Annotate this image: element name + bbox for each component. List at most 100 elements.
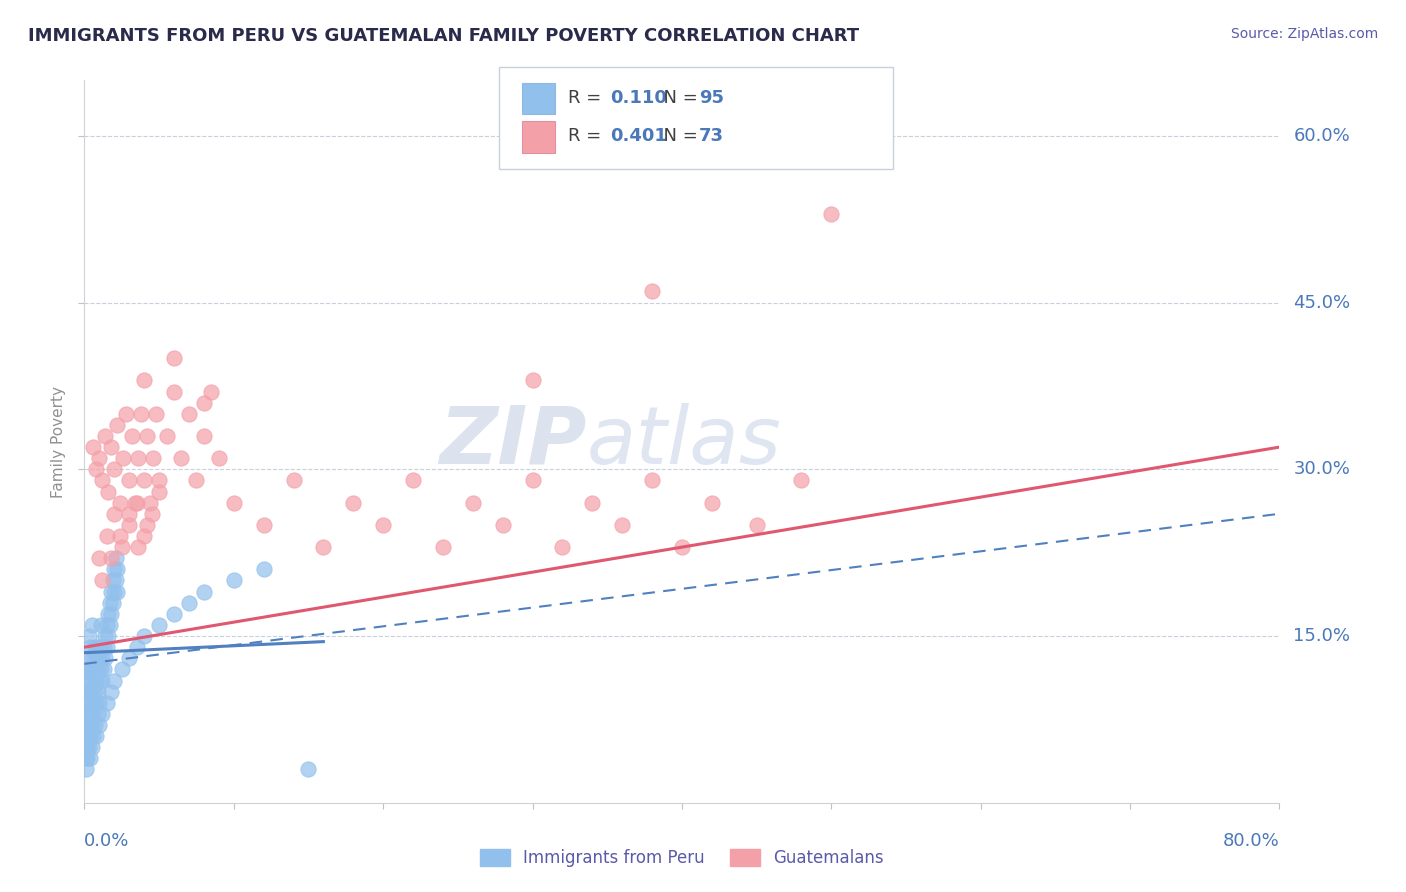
Point	[82, 440, 104, 454]
Point	[581, 496, 603, 510]
Point	[103, 507, 125, 521]
Point	[83, 684, 105, 698]
Point	[118, 651, 141, 665]
Point	[163, 607, 186, 621]
Point	[79, 718, 101, 732]
Point	[105, 584, 128, 599]
Point	[96, 618, 118, 632]
Point	[97, 484, 120, 499]
Point	[87, 684, 110, 698]
Point	[342, 496, 364, 510]
Point	[522, 474, 544, 488]
Point	[115, 407, 138, 421]
Text: atlas: atlas	[586, 402, 782, 481]
Point	[111, 662, 134, 676]
Point	[402, 474, 425, 488]
Point	[312, 540, 335, 554]
Point	[141, 507, 163, 521]
Point	[89, 696, 111, 710]
Text: 0.401: 0.401	[610, 128, 666, 145]
Point	[200, 384, 222, 399]
Point	[94, 629, 117, 643]
Point	[283, 474, 305, 488]
Point	[76, 673, 98, 688]
Text: 15.0%: 15.0%	[1294, 627, 1350, 645]
Point	[80, 740, 103, 755]
Point	[118, 507, 141, 521]
Y-axis label: Family Poverty: Family Poverty	[51, 385, 66, 498]
Point	[551, 540, 574, 554]
Point	[90, 640, 112, 655]
Point	[132, 373, 156, 387]
Point	[142, 451, 165, 466]
Text: N =: N =	[652, 89, 704, 107]
Point	[132, 529, 156, 543]
Point	[492, 517, 515, 532]
Point	[103, 562, 125, 576]
Point	[76, 696, 98, 710]
Point	[522, 373, 544, 387]
Point	[79, 673, 101, 688]
Point	[671, 540, 693, 554]
Point	[208, 451, 231, 466]
Point	[89, 451, 111, 466]
Point	[612, 517, 634, 532]
Point	[222, 496, 245, 510]
Point	[98, 596, 121, 610]
Point	[83, 718, 105, 732]
Point	[76, 751, 98, 765]
Point	[432, 540, 454, 554]
Point	[76, 740, 98, 755]
Point	[127, 540, 149, 554]
Point	[82, 729, 104, 743]
Point	[700, 496, 723, 510]
Text: 60.0%: 60.0%	[1294, 127, 1350, 145]
Point	[82, 696, 104, 710]
Point	[101, 596, 124, 610]
Point	[118, 517, 141, 532]
Text: 80.0%: 80.0%	[1223, 831, 1279, 850]
Point	[145, 407, 167, 421]
Point	[75, 662, 97, 676]
Point	[129, 407, 152, 421]
Point	[79, 696, 101, 710]
Point	[121, 429, 143, 443]
Point	[93, 662, 115, 676]
Point	[98, 618, 121, 632]
Point	[124, 496, 146, 510]
Point	[82, 673, 104, 688]
Text: Source: ZipAtlas.com: Source: ZipAtlas.com	[1230, 27, 1378, 41]
Point	[96, 529, 118, 543]
Point	[77, 629, 100, 643]
Point	[87, 706, 110, 721]
Point	[91, 706, 114, 721]
Point	[90, 618, 112, 632]
Point	[104, 574, 127, 588]
Point	[75, 684, 97, 698]
Legend: Immigrants from Peru, Guatemalans: Immigrants from Peru, Guatemalans	[474, 842, 890, 874]
Point	[125, 496, 148, 510]
Point	[136, 429, 159, 443]
Point	[139, 496, 162, 510]
Point	[87, 640, 110, 655]
Point	[193, 429, 215, 443]
Point	[89, 673, 111, 688]
Point	[86, 673, 108, 688]
Point	[79, 729, 101, 743]
Point	[163, 351, 186, 366]
Point	[91, 574, 114, 588]
Point	[76, 729, 98, 743]
Point	[86, 696, 108, 710]
Point	[80, 618, 103, 632]
Point	[82, 651, 104, 665]
Point	[110, 529, 132, 543]
Point	[100, 551, 122, 566]
Point	[148, 618, 170, 632]
Point	[96, 640, 118, 655]
Point	[89, 718, 111, 732]
Point	[75, 763, 97, 777]
Point	[745, 517, 768, 532]
Point	[75, 706, 97, 721]
Point	[111, 540, 134, 554]
Point	[77, 684, 100, 698]
